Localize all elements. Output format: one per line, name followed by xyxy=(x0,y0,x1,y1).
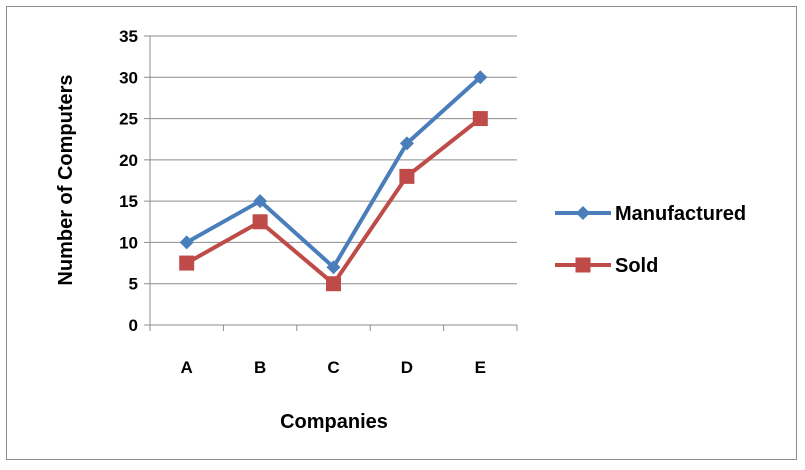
y-tick-label: 5 xyxy=(129,275,138,294)
legend-marker xyxy=(575,257,591,273)
y-tick-label: 15 xyxy=(119,192,138,211)
x-tick-label: A xyxy=(181,358,193,377)
data-point xyxy=(473,70,488,85)
y-tick-label: 0 xyxy=(129,316,138,335)
data-point xyxy=(326,276,341,292)
series-manufactured xyxy=(179,70,488,275)
data-point xyxy=(179,255,195,271)
gridlines xyxy=(150,35,517,285)
x-tick-label: D xyxy=(401,358,413,377)
legend-label: Manufactured xyxy=(615,203,746,225)
legend-item: Sold xyxy=(555,255,658,277)
data-point xyxy=(326,260,341,275)
legend-item: Manufactured xyxy=(555,203,746,225)
data-point xyxy=(472,111,488,127)
data-point xyxy=(252,214,268,230)
legend-marker xyxy=(576,206,590,220)
legend: Manufactured Sold xyxy=(555,203,746,277)
y-tick-label: 30 xyxy=(119,68,138,87)
tick-labels: 0 5 10 15 20 25 30 35 A B C D E xyxy=(119,27,486,377)
series-sold xyxy=(179,111,488,292)
axes xyxy=(144,35,518,331)
y-axis-title: Number of Computers xyxy=(55,74,77,285)
y-tick-label: 20 xyxy=(119,151,138,170)
y-tick-label: 10 xyxy=(119,233,138,252)
series-layer xyxy=(179,70,488,292)
data-point xyxy=(253,194,268,209)
data-point xyxy=(399,168,415,184)
data-point xyxy=(179,235,194,250)
data-point xyxy=(399,136,414,151)
x-axis-title: Companies xyxy=(280,411,388,433)
y-tick-label: 25 xyxy=(119,110,138,129)
x-tick-label: B xyxy=(254,358,266,377)
legend-label: Sold xyxy=(615,255,658,277)
y-tick-label: 35 xyxy=(119,27,138,46)
chart-frame xyxy=(6,6,797,460)
x-tick-label: C xyxy=(327,358,339,377)
x-tick-label: E xyxy=(475,358,486,377)
